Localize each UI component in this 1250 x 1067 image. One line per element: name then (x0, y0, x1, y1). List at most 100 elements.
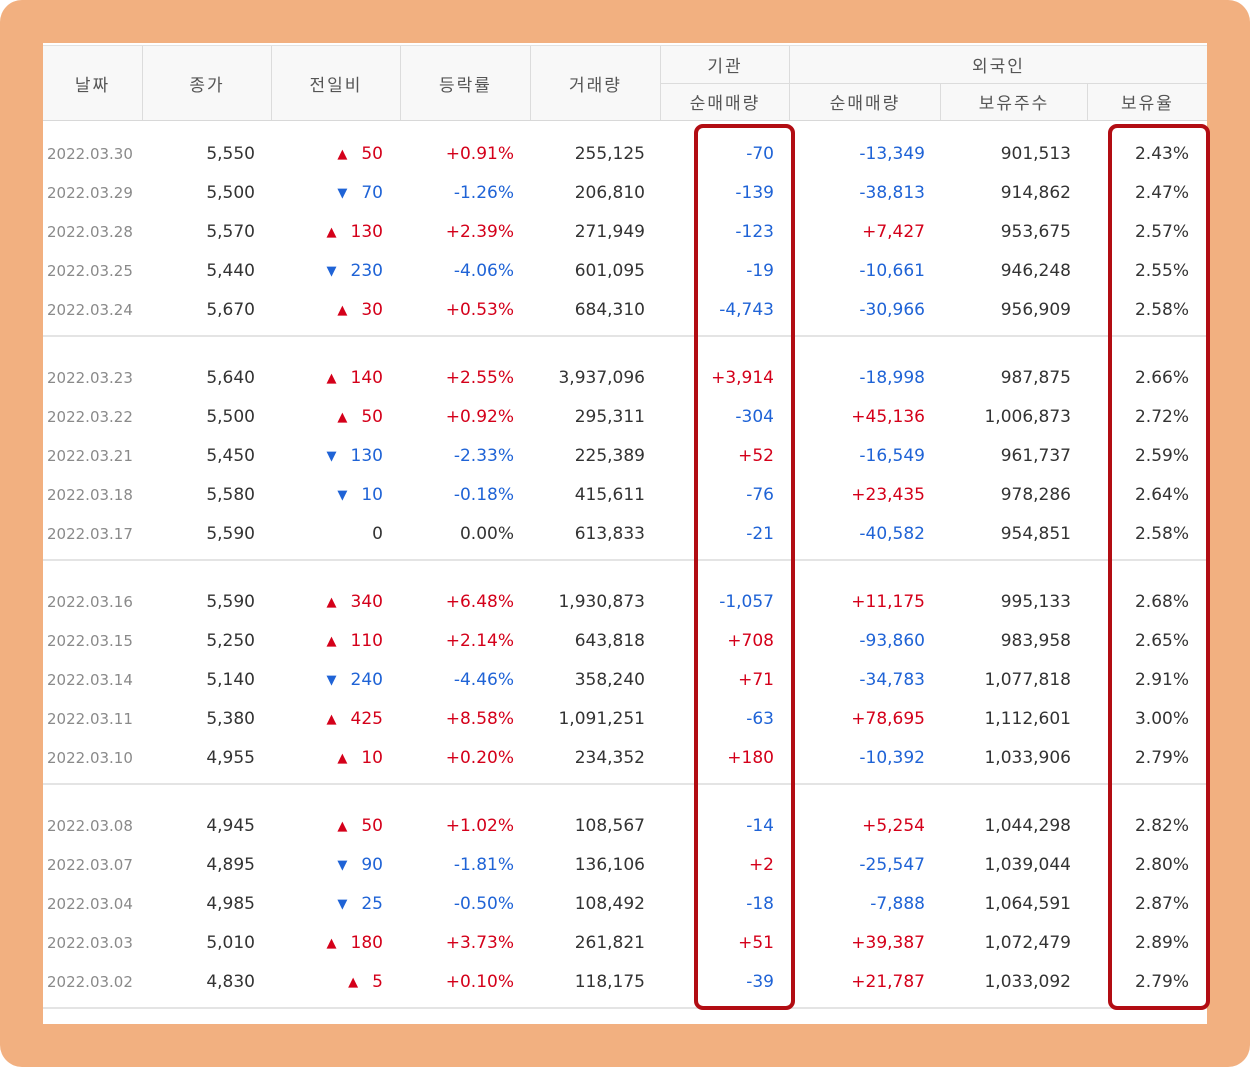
rate-cell: -2.33% (453, 446, 514, 466)
date-cell: 2022.03.24 (47, 301, 133, 319)
change-value: 5 (372, 972, 383, 992)
change-value: 90 (361, 855, 383, 875)
institution-net-cell: -14 (746, 816, 774, 836)
foreign-ratio-cell: 2.65% (1134, 631, 1189, 651)
volume-cell: 684,310 (574, 300, 645, 320)
volume-cell: 295,311 (574, 407, 645, 427)
rate-cell: -0.50% (453, 894, 514, 914)
date-cell: 2022.03.22 (47, 408, 133, 426)
table-row: 2022.03.25 5,440 ▼ 230 -4.06% 601,095 -19 -10,6… (43, 252, 1207, 291)
down-triangle-icon: ▼ (337, 897, 348, 912)
date-cell: 2022.03.08 (47, 817, 133, 835)
foreign-ratio-cell: 2.68% (1134, 592, 1189, 612)
volume-cell: 643,818 (574, 631, 645, 651)
change-value: 10 (361, 485, 383, 505)
change-cell: ▲ 50 (273, 135, 383, 174)
foreign-ratio-cell: 2.89% (1134, 933, 1189, 953)
volume-cell: 601,095 (574, 261, 645, 281)
change-value: 130 (350, 446, 383, 466)
table-row: 2022.03.18 5,580 ▼ 10 -0.18% 415,611 -76 +23,43… (43, 476, 1207, 515)
change-cell: ▲ 30 (273, 291, 383, 330)
change-cell: ▲ 340 (273, 583, 383, 622)
close-cell: 5,590 (206, 524, 255, 544)
change-cell: ▼ 10 (273, 476, 383, 515)
foreign-net-cell: -38,813 (859, 183, 925, 203)
volume-cell: 3,937,096 (558, 368, 645, 388)
foreign-holdings-cell: 1,077,818 (984, 670, 1071, 690)
rate-cell: +3.73% (445, 933, 514, 953)
close-cell: 5,500 (206, 183, 255, 203)
foreign-holdings-cell: 1,006,873 (984, 407, 1071, 427)
rate-cell: 0.00% (459, 524, 514, 544)
change-cell: ▲ 180 (273, 924, 383, 963)
foreign-ratio-cell: 2.64% (1134, 485, 1189, 505)
foreign-net-cell: -18,998 (859, 368, 925, 388)
close-cell: 5,550 (206, 144, 255, 164)
foreign-holdings-cell: 956,909 (1000, 300, 1071, 320)
table-row: 2022.03.03 5,010 ▲ 180 +3.73% 261,821 +51 +39,3… (43, 924, 1207, 963)
table-row: 2022.03.16 5,590 ▲ 340 +6.48% 1,930,873 -1,057… (43, 583, 1207, 622)
table-row: 2022.03.10 4,955 ▲ 10 +0.20% 234,352 +180 -10,3… (43, 739, 1207, 778)
date-cell: 2022.03.30 (47, 145, 133, 163)
institution-net-cell: +2 (748, 855, 774, 875)
foreign-holdings-cell: 987,875 (1000, 368, 1071, 388)
change-cell: ▲ 10 (273, 739, 383, 778)
institution-net-cell: -304 (735, 407, 774, 427)
up-triangle-icon: ▲ (326, 371, 337, 386)
table-row: 2022.03.29 5,500 ▼ 70 -1.26% 206,810 -139 -38,8… (43, 174, 1207, 213)
rate-cell: +0.92% (445, 407, 514, 427)
up-triangle-icon: ▲ (348, 975, 359, 990)
volume-cell: 358,240 (574, 670, 645, 690)
foreign-holdings-cell: 978,286 (1000, 485, 1071, 505)
foreign-ratio-cell: 2.72% (1134, 407, 1189, 427)
group-separator (43, 783, 1207, 785)
foreign-ratio-cell: 2.58% (1134, 524, 1189, 544)
volume-cell: 108,492 (574, 894, 645, 914)
change-value: 140 (350, 368, 383, 388)
close-cell: 4,895 (206, 855, 255, 875)
table-row: 2022.03.02 4,830 ▲ 5 +0.10% 118,175 -39 +21,787… (43, 963, 1207, 1002)
table-row: 2022.03.30 5,550 ▲ 50 +0.91% 255,125 -70 -13,34… (43, 135, 1207, 174)
institution-net-cell: -18 (746, 894, 774, 914)
change-value: 50 (361, 816, 383, 836)
change-cell: ▲ 110 (273, 622, 383, 661)
foreign-ratio-cell: 3.00% (1134, 709, 1189, 729)
foreign-holdings-cell: 1,044,298 (984, 816, 1071, 836)
change-cell: ▲ 425 (273, 700, 383, 739)
date-cell: 2022.03.21 (47, 447, 133, 465)
header-rate: 등락률 (439, 75, 492, 96)
institution-net-cell: +708 (727, 631, 774, 651)
up-triangle-icon: ▲ (326, 712, 337, 727)
change-cell: ▲ 130 (273, 213, 383, 252)
foreign-holdings-cell: 901,513 (1000, 144, 1071, 164)
rate-cell: +8.58% (445, 709, 514, 729)
foreign-net-cell: +23,435 (851, 485, 925, 505)
institution-net-cell: -21 (746, 524, 774, 544)
header-institution: 기관 (707, 57, 743, 77)
date-cell: 2022.03.14 (47, 671, 133, 689)
institution-net-cell: -70 (746, 144, 774, 164)
header-change: 전일비 (309, 75, 363, 96)
foreign-ratio-cell: 2.66% (1134, 368, 1189, 388)
table-header: 날짜 종가 전일비 등락률 거래량 기관 순매매량 외국인 순매매량 보유주수 … (43, 45, 1207, 121)
change-cell: 0 (273, 515, 383, 554)
foreign-net-cell: -7,888 (870, 894, 925, 914)
institution-net-cell: +52 (738, 446, 774, 466)
change-cell: ▼ 130 (273, 437, 383, 476)
foreign-net-cell: -16,549 (859, 446, 925, 466)
foreign-holdings-cell: 995,133 (1000, 592, 1071, 612)
institution-net-cell: -4,743 (719, 300, 774, 320)
change-cell: ▲ 5 (273, 963, 383, 1002)
date-cell: 2022.03.17 (47, 525, 133, 543)
foreign-holdings-cell: 983,958 (1000, 631, 1071, 651)
down-triangle-icon: ▼ (337, 186, 348, 201)
header-close: 종가 (189, 75, 225, 96)
foreign-holdings-cell: 1,064,591 (984, 894, 1071, 914)
foreign-ratio-cell: 2.57% (1134, 222, 1189, 242)
table-row: 2022.03.22 5,500 ▲ 50 +0.92% 295,311 -304 +45,1… (43, 398, 1207, 437)
change-value: 240 (350, 670, 383, 690)
institution-net-cell: +180 (727, 748, 774, 768)
close-cell: 5,640 (206, 368, 255, 388)
close-cell: 4,945 (206, 816, 255, 836)
